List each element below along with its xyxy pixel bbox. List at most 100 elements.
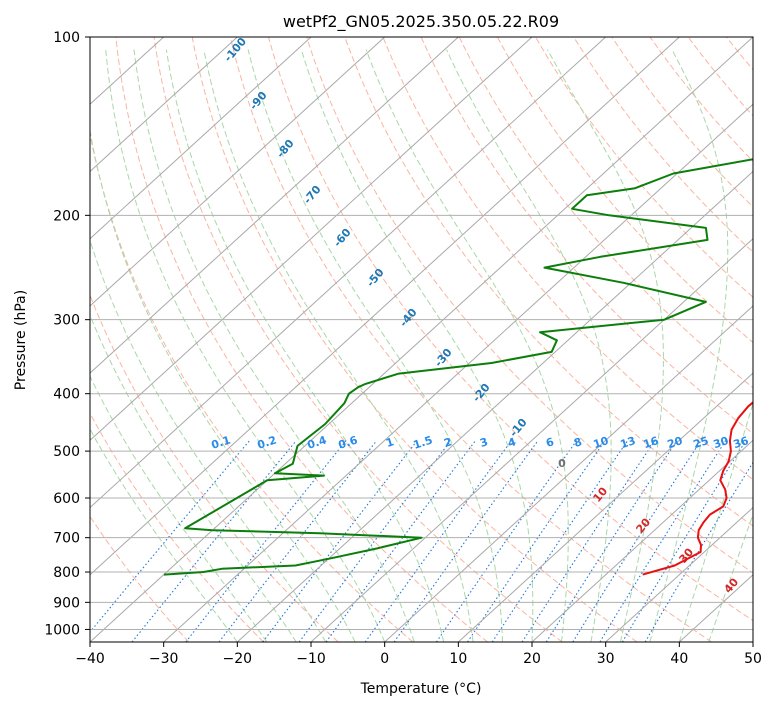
moist-adiabat-line bbox=[90, 313, 297, 642]
x-axis-title: Temperature (°C) bbox=[360, 681, 482, 697]
mixing-ratio-label: 25 bbox=[692, 434, 711, 451]
mixing-ratio-line bbox=[644, 461, 753, 642]
x-tick-label: −30 bbox=[149, 651, 179, 667]
dry-adiabat-line bbox=[420, 37, 753, 435]
y-axis-ticks: 100 200 300 400 500 600 700 800 900 1000 bbox=[44, 30, 90, 638]
y-axis-title: Pressure (hPa) bbox=[13, 290, 29, 390]
x-tick-label: −20 bbox=[223, 651, 253, 667]
mixing-ratio-label: 10 bbox=[592, 434, 611, 451]
isotherm-line bbox=[457, 372, 753, 642]
mixing-ratio-line bbox=[521, 440, 656, 642]
zero-isotherm-label: 0 bbox=[558, 457, 566, 470]
x-tick-label: 20 bbox=[523, 651, 541, 667]
mixing-ratio-line bbox=[491, 440, 629, 642]
moist-adiabat-line bbox=[547, 49, 664, 642]
dry-adiabat-line bbox=[191, 37, 638, 642]
y-tick-label: 200 bbox=[53, 208, 80, 224]
mixing-ratio-label: 0.4 bbox=[306, 433, 329, 451]
dry-adiabat-line bbox=[153, 37, 563, 642]
isotherm-line bbox=[605, 506, 753, 642]
mixing-ratio-line bbox=[621, 440, 747, 642]
moist-adiabat-line bbox=[247, 49, 503, 642]
mixing-ratio-line bbox=[325, 440, 476, 642]
isotherm-line bbox=[90, 37, 459, 374]
moist-adiabat-line bbox=[90, 428, 238, 642]
mixing-ratio-label: 8 bbox=[572, 435, 583, 450]
mixing-ratio-line bbox=[131, 440, 297, 642]
mixing-ratio-label: 2 bbox=[442, 435, 453, 450]
isotherm-line bbox=[310, 237, 753, 642]
dry-adiabat-line bbox=[306, 37, 753, 574]
mixing-ratio-line bbox=[364, 440, 512, 642]
isotherm-line bbox=[90, 37, 753, 642]
isotherm-line bbox=[90, 37, 238, 173]
x-tick-label: 10 bbox=[449, 651, 467, 667]
moist-adiabat-line bbox=[133, 49, 415, 642]
dry-adiabat-line bbox=[90, 515, 190, 642]
mixing-ratio-label: 0.1 bbox=[210, 433, 233, 451]
moist-adiabat-line bbox=[165, 49, 445, 642]
y-tick-label: 400 bbox=[53, 387, 80, 403]
dry-adiabat-line bbox=[90, 293, 339, 642]
isotherm-line bbox=[163, 103, 753, 642]
mixing-ratio-label: 0.2 bbox=[256, 433, 279, 451]
isotherm-line bbox=[384, 305, 753, 642]
dry-adiabat-line bbox=[90, 412, 264, 642]
moist-adiabat-line bbox=[105, 49, 386, 642]
dry-adiabat-line bbox=[535, 37, 753, 298]
reference-lines bbox=[90, 37, 753, 642]
y-tick-label: 800 bbox=[53, 565, 80, 581]
mixing-ratio-line bbox=[599, 440, 727, 642]
mixing-ratio-line bbox=[572, 440, 702, 642]
moist-adiabat-line bbox=[90, 375, 268, 642]
x-axis-ticks: −40 −30 −20 −10 0 10 20 30 40 50 bbox=[75, 642, 762, 667]
y-tick-label: 100 bbox=[53, 30, 80, 46]
x-tick-label: 30 bbox=[597, 651, 615, 667]
mixing-ratio-label: 3 bbox=[478, 435, 489, 450]
x-tick-label: 50 bbox=[744, 651, 762, 667]
isotherm-line bbox=[90, 37, 607, 509]
isotherm-line bbox=[236, 170, 753, 642]
dry-adiabat-line bbox=[649, 37, 753, 163]
y-tick-label: 1000 bbox=[44, 622, 80, 638]
y-tick-label: 700 bbox=[53, 531, 80, 547]
dry-adiabat-line bbox=[229, 37, 712, 642]
dry-adiabat-line bbox=[382, 37, 753, 481]
isotherm-line bbox=[90, 37, 386, 307]
mixing-ratio-label: 1 bbox=[384, 435, 395, 450]
x-tick-label: −40 bbox=[75, 651, 105, 667]
moist-adiabat-line bbox=[203, 49, 474, 642]
dry-adiabat-line bbox=[344, 37, 753, 527]
mixing-ratio-line bbox=[467, 440, 606, 642]
temperature-profile-line bbox=[642, 401, 753, 576]
mixing-ratio-label: 20 bbox=[666, 434, 685, 451]
moist-adiabat-line bbox=[300, 49, 534, 642]
mixing-ratio-label: 1.5 bbox=[412, 433, 435, 451]
isotherm-line bbox=[90, 37, 680, 576]
dry-adiabat-line bbox=[115, 37, 488, 642]
mixing-ratio-line bbox=[435, 440, 578, 642]
isotherm-line bbox=[90, 37, 312, 240]
dry-adiabat-line bbox=[611, 37, 753, 208]
mixing-ratio-label: 0.6 bbox=[337, 433, 360, 451]
y-tick-label: 900 bbox=[53, 595, 80, 611]
mixing-ratio-label: 6 bbox=[544, 435, 556, 450]
dry-adiabat-line bbox=[90, 131, 414, 642]
mixing-ratio-line bbox=[545, 440, 678, 642]
dewpoint-profile-line bbox=[163, 158, 753, 576]
mixing-ratio-label: 16 bbox=[642, 434, 661, 451]
y-tick-label: 600 bbox=[53, 491, 80, 507]
chart-title: wetPf2_GN05.2025.350.05.22.R09 bbox=[283, 12, 559, 32]
mixing-ratio-label: 36 bbox=[732, 434, 751, 451]
dry-adiabat-line bbox=[268, 37, 753, 622]
plot-frame bbox=[89, 36, 754, 643]
mixing-ratio-label: 13 bbox=[619, 434, 638, 451]
moist-adiabat-line bbox=[649, 49, 729, 642]
moist-adiabat-line bbox=[365, 49, 569, 642]
y-tick-label: 300 bbox=[53, 313, 80, 329]
x-tick-label: 0 bbox=[380, 651, 389, 667]
moist-adiabat-line bbox=[90, 238, 327, 642]
profile-series bbox=[163, 158, 753, 576]
x-tick-label: −10 bbox=[296, 651, 326, 667]
